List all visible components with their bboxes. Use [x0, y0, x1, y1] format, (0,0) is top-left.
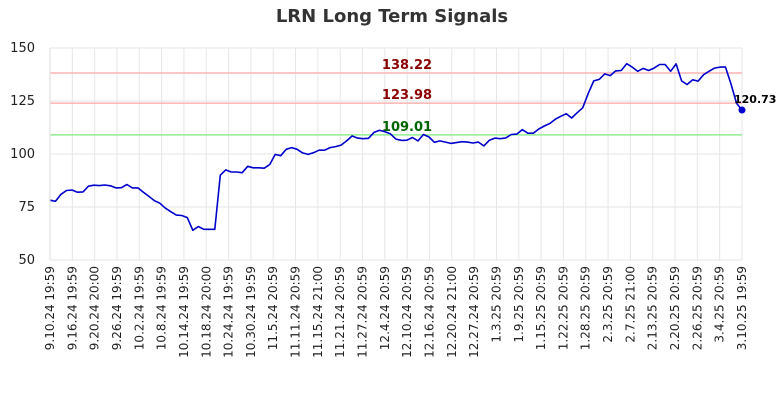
x-tick-label: 2.26.25 20:59	[690, 266, 704, 350]
x-tick-label: 12.10.24 20:59	[400, 266, 414, 358]
y-tick-label: 150	[10, 41, 35, 56]
y-tick-label: 50	[18, 253, 35, 268]
x-tick-label: 1.28.25 20:59	[579, 266, 593, 350]
x-tick-label: 1.22.25 20:59	[556, 266, 570, 350]
x-tick-label: 11.11.24 20:59	[289, 266, 303, 358]
x-tick-label: 11.5.24 20:59	[266, 266, 280, 350]
signal-label: 123.98	[382, 88, 432, 103]
x-tick-label: 10.18.24 20:00	[199, 266, 213, 358]
x-tick-label: 3.4.25 20:59	[713, 266, 727, 343]
x-tick-label: 10.8.24 19:59	[155, 266, 169, 350]
x-tick-label: 9.20.24 20:00	[88, 266, 102, 350]
x-tick-label: 12.20.24 21:00	[445, 266, 459, 358]
x-tick-label: 3.10.25 19:59	[735, 266, 749, 350]
x-tick-label: 11.27.24 20:59	[356, 266, 370, 358]
x-tick-label: 1.9.25 20:59	[512, 266, 526, 343]
price-series: 120.73	[49, 62, 776, 232]
x-tick-label: 2.13.25 20:59	[646, 266, 660, 350]
x-tick-label: 1.15.25 20:59	[534, 266, 548, 350]
x-tick-label: 11.15.24 21:00	[311, 266, 325, 358]
series-line	[49, 62, 743, 232]
axes: 50 75 100 125 150 9.10.24 19:59 9.16.24 19:59 9…	[10, 41, 749, 358]
y-tick-label: 125	[10, 94, 35, 109]
x-tick-label: 9.10.24 19:59	[43, 266, 57, 350]
x-tick-label: 10.30.24 19:59	[244, 266, 258, 358]
x-tick-label: 1.3.25 20:59	[489, 266, 503, 343]
x-tick-label: 12.27.24 20:59	[467, 266, 481, 358]
x-tick-label: 9.26.24 19:59	[110, 266, 124, 350]
signal-label: 109.01	[382, 120, 432, 135]
x-tick-label: 2.20.25 20:59	[668, 266, 682, 350]
x-tick-label: 2.7.25 21:00	[623, 266, 637, 343]
last-value-label: 120.73	[734, 93, 776, 106]
x-tick-label: 2.3.25 20:59	[601, 266, 615, 343]
x-tick-label: 11.21.24 20:59	[333, 266, 347, 358]
y-tick-label: 75	[18, 200, 35, 215]
x-tick-label: 9.16.24 19:59	[65, 266, 79, 350]
x-tick-label: 10.14.24 19:59	[177, 266, 191, 358]
last-point-marker	[738, 106, 746, 114]
x-tick-label: 10.2.24 19:59	[132, 266, 146, 350]
x-tick-label: 10.24.24 19:59	[222, 266, 236, 358]
x-tick-label: 12.16.24 20:59	[422, 266, 436, 358]
grid-lines	[49, 47, 743, 261]
y-tick-label: 100	[10, 147, 35, 162]
x-tick-label: 12.4.24 20:59	[378, 266, 392, 350]
signal-lines: 138.22 123.98 109.01	[50, 58, 742, 136]
chart-title: LRN Long Term Signals	[275, 6, 509, 27]
signal-label: 138.22	[382, 58, 432, 73]
